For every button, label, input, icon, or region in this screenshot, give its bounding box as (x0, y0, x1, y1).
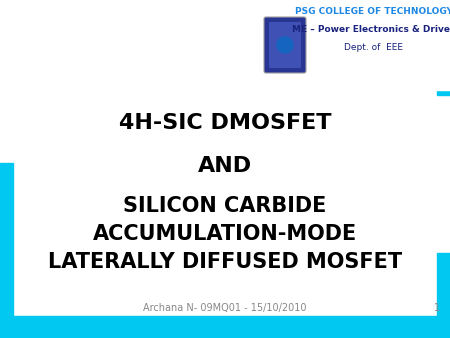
Bar (0, 316, 450, 338)
Text: 1: 1 (434, 303, 440, 313)
Text: ACCUMULATION-MODE: ACCUMULATION-MODE (93, 224, 357, 244)
Text: Archana N- 09MQ01 - 15/10/2010: Archana N- 09MQ01 - 15/10/2010 (143, 303, 307, 313)
Text: ME – Power Electronics & Drives: ME – Power Electronics & Drives (292, 25, 450, 34)
Bar (437, 0, 450, 95)
Text: AND: AND (198, 156, 252, 176)
Text: LATERALLY DIFFUSED MOSFET: LATERALLY DIFFUSED MOSFET (48, 252, 402, 272)
Circle shape (277, 37, 293, 53)
Text: Dept. of  EEE: Dept. of EEE (344, 43, 403, 51)
FancyBboxPatch shape (264, 17, 306, 73)
Text: 4H-SIC DMOSFET: 4H-SIC DMOSFET (119, 113, 331, 133)
FancyBboxPatch shape (269, 22, 301, 68)
Text: PSG COLLEGE OF TECHNOLOGY: PSG COLLEGE OF TECHNOLOGY (295, 7, 450, 17)
Text: SILICON CARBIDE: SILICON CARBIDE (123, 196, 327, 216)
Bar (0, 163, 13, 316)
Bar (258, 0, 450, 90)
Bar (437, 253, 450, 316)
